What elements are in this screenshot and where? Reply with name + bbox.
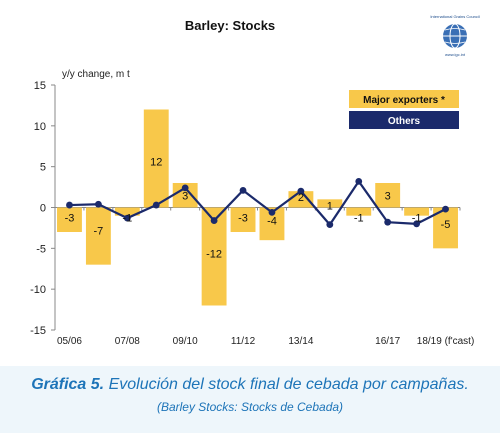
figure-subcaption: (Barley Stocks: Stocks de Cebada) (156, 400, 344, 414)
others-line (69, 179, 447, 227)
x-tick-label: 07/08 (115, 336, 140, 347)
bar-data-label: 3 (182, 190, 188, 202)
legend-label-major-exporters: Major exporters * (363, 95, 445, 106)
others-point (326, 221, 334, 229)
bar-data-label: -1 (412, 213, 422, 225)
others-point (384, 218, 392, 226)
legend-swatch-major-exporters (349, 90, 459, 108)
y-tick-label: -5 (36, 243, 46, 255)
legend: Major exporters * Others (349, 90, 459, 129)
y-axis-label: y/y change, m t (62, 69, 130, 80)
x-tick-label: 09/10 (173, 336, 198, 347)
caption-text: Evolución del stock final de cebada por … (108, 376, 469, 393)
bar-data-label: -1 (354, 213, 364, 225)
legend-swatch-others (349, 111, 459, 129)
bar (230, 207, 256, 232)
bar-data-label: -7 (94, 225, 104, 237)
bar-data-label: -3 (65, 212, 75, 224)
others-point (94, 200, 102, 208)
x-tick-label: 11/12 (231, 336, 256, 347)
others-point (239, 186, 247, 194)
bar (143, 109, 169, 208)
axis-layer: -15 -10 -5 0 5 10 15 05/06 07/08 09/10 11/12 13/14 1… (30, 80, 474, 347)
others-point (442, 205, 449, 213)
bar (346, 207, 372, 216)
others-point (152, 201, 160, 209)
others-point (413, 220, 421, 228)
bar-data-label: -1 (122, 213, 132, 225)
others-point (268, 209, 276, 216)
bar (85, 207, 111, 265)
igc-logo: International Grains Council www.igc.int (424, 14, 486, 62)
globe-icon (443, 23, 467, 49)
bar (317, 199, 343, 208)
x-tick-label: 05/06 (57, 336, 82, 347)
y-tick-label: 0 (40, 203, 46, 215)
bar-data-label: -12 (206, 249, 222, 261)
figure-caption: Gráfica 5. Evolución del stock final de … (0, 376, 500, 394)
y-tick-label: 10 (34, 121, 46, 133)
chart-panel: Barley: Stocks y/y change, m t -15 -10 -5 0… (0, 0, 500, 366)
line-layer (66, 177, 449, 229)
bar (375, 183, 401, 208)
legend-label-others: Others (388, 116, 421, 127)
logo-url: www.igc.int (444, 52, 465, 57)
bar-data-label: -4 (267, 216, 277, 228)
bar-data-label: 3 (385, 190, 391, 202)
bar-data-label: -3 (238, 212, 248, 224)
x-tick-label: 13/14 (288, 336, 313, 347)
y-tick-label: -15 (30, 325, 46, 337)
bar (114, 207, 140, 216)
bar (404, 207, 430, 216)
others-point (297, 187, 305, 195)
label-layer: -3 -7 -1 12 3 -12 -3 -4 2 1 -1 3 -1 -5 (65, 156, 451, 260)
bar-data-label: 12 (150, 156, 162, 168)
others-point (123, 214, 131, 222)
others-point (181, 184, 189, 192)
others-point (210, 217, 218, 224)
x-tick-label: 16/17 (375, 336, 400, 347)
others-point (355, 177, 363, 185)
x-tick-label: 18/19 (f'cast) (417, 336, 475, 347)
y-tick-label: 15 (34, 80, 46, 92)
chart: Barley: Stocks y/y change, m t -15-10-50… (30, 18, 474, 347)
bar-data-label: 1 (327, 200, 333, 212)
chart-title: Barley: Stocks (185, 18, 275, 33)
logo-text: International Grains Council (430, 14, 480, 19)
bar-data-label: -5 (441, 219, 451, 231)
others-point (66, 201, 73, 209)
bar (57, 207, 82, 232)
bar-data-label: 2 (298, 192, 304, 204)
y-tick-label: 5 (40, 162, 46, 174)
y-tick-label: -10 (30, 284, 46, 296)
caption-label: Gráfica 5. (31, 376, 105, 393)
